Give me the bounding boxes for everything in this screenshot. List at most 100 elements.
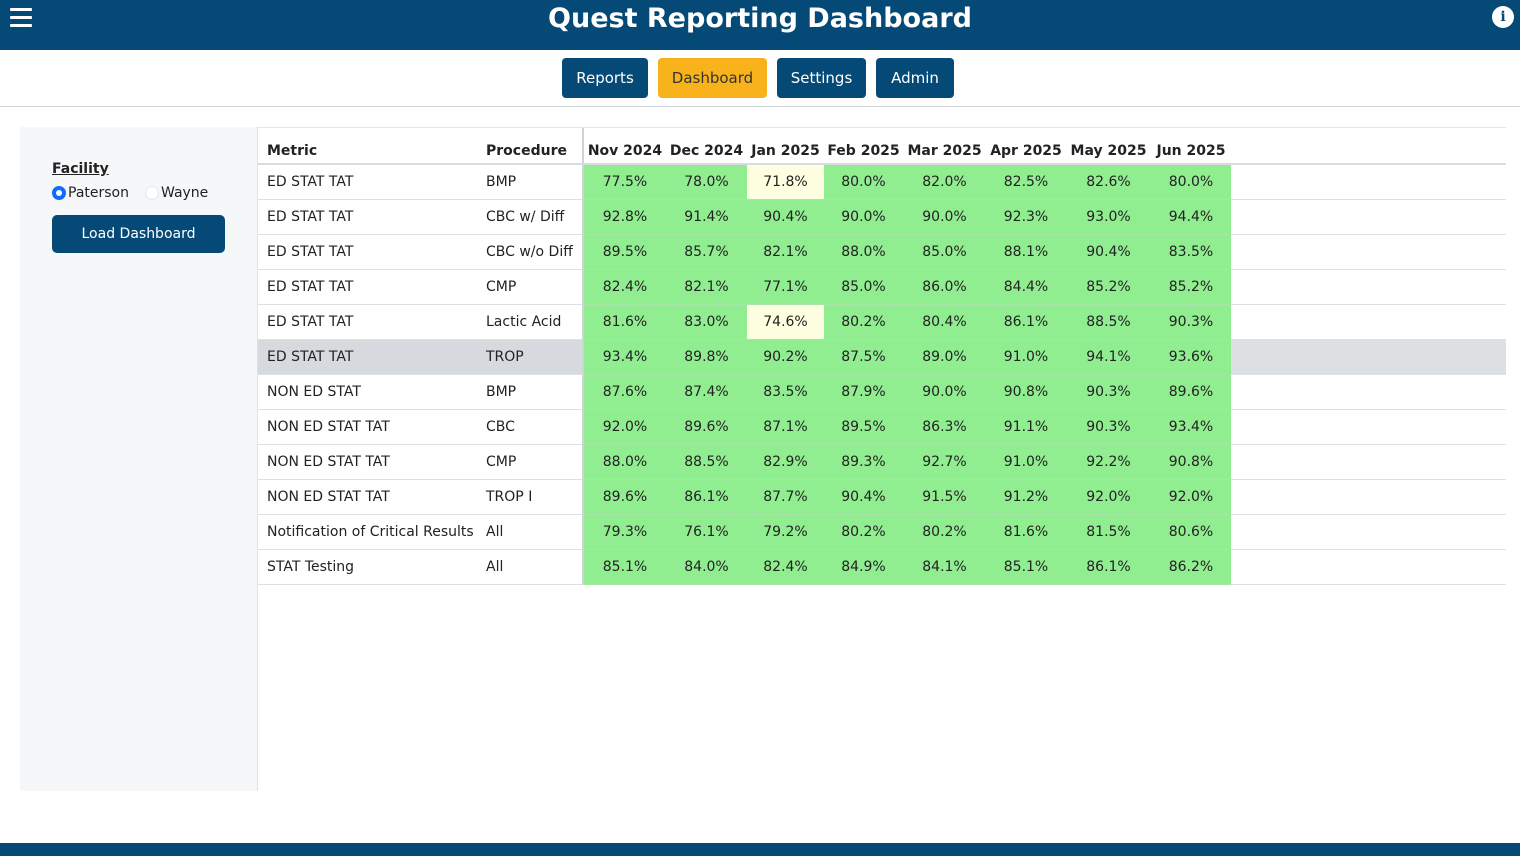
cell-value: 88.0% — [824, 234, 903, 270]
cell-value: 91.5% — [903, 479, 986, 515]
cell-procedure: All — [477, 514, 584, 550]
cell-value: 91.2% — [986, 479, 1066, 515]
cell-value: 89.8% — [666, 339, 747, 375]
table-row: NON ED STAT BMP 87.6% 87.4% 83.5% 87.9% 90.0% 9… — [258, 374, 1506, 410]
info-icon[interactable]: i — [1492, 6, 1514, 28]
cell-value: 79.2% — [747, 514, 824, 550]
cell-value: 85.1% — [986, 549, 1066, 585]
cell-spacer — [1231, 269, 1506, 305]
cell-value: 90.4% — [824, 479, 903, 515]
tab-settings[interactable]: Settings — [777, 58, 866, 98]
radio-unchecked-icon[interactable] — [145, 186, 159, 200]
cell-value: 88.5% — [1066, 304, 1151, 340]
facility-option-paterson[interactable]: Paterson — [52, 185, 129, 201]
cell-value: 94.4% — [1151, 199, 1231, 235]
cell-value: 77.1% — [747, 269, 824, 305]
cell-value: 88.0% — [583, 444, 666, 480]
cell-value: 92.0% — [1151, 479, 1231, 515]
cell-value: 87.9% — [824, 374, 903, 410]
cell-metric: NON ED STAT — [258, 374, 477, 410]
cell-value: 87.5% — [824, 339, 903, 375]
cell-value: 82.6% — [1066, 164, 1151, 200]
cell-value: 80.6% — [1151, 514, 1231, 550]
cell-spacer — [1231, 304, 1506, 340]
cell-spacer — [1231, 199, 1506, 235]
column-header-month: Nov 2024 — [583, 128, 666, 165]
tab-dashboard[interactable]: Dashboard — [658, 58, 767, 98]
cell-metric: NON ED STAT TAT — [258, 479, 477, 515]
tab-reports[interactable]: Reports — [562, 58, 648, 98]
cell-value: 82.1% — [747, 234, 824, 270]
cell-value: 82.9% — [747, 444, 824, 480]
cell-value: 86.1% — [986, 304, 1066, 340]
cell-value: 82.4% — [583, 269, 666, 305]
cell-value: 82.4% — [747, 549, 824, 585]
cell-metric: ED STAT TAT — [258, 199, 477, 235]
cell-value: 84.4% — [986, 269, 1066, 305]
cell-value: 80.0% — [1151, 164, 1231, 200]
cell-value: 86.0% — [903, 269, 986, 305]
column-header-month: Jun 2025 — [1151, 128, 1231, 165]
column-header-month: Feb 2025 — [824, 128, 903, 165]
cell-value: 76.1% — [666, 514, 747, 550]
cell-metric: ED STAT TAT — [258, 339, 477, 375]
load-dashboard-button[interactable]: Load Dashboard — [52, 215, 225, 253]
cell-value: 85.7% — [666, 234, 747, 270]
cell-procedure: TROP I — [477, 479, 584, 515]
cell-spacer — [1231, 164, 1506, 200]
filter-sidebar: Facility Paterson Wayne Load Dashboard — [20, 127, 258, 791]
cell-spacer — [1231, 549, 1506, 585]
app-title: Quest Reporting Dashboard — [548, 3, 972, 34]
radio-checked-icon[interactable] — [52, 186, 66, 200]
column-header-procedure: Procedure — [477, 128, 584, 165]
cell-value: 80.2% — [903, 514, 986, 550]
cell-value: 91.4% — [666, 199, 747, 235]
cell-procedure: CMP — [477, 444, 584, 480]
cell-value: 87.1% — [747, 409, 824, 445]
cell-value: 93.0% — [1066, 199, 1151, 235]
cell-value: 91.0% — [986, 339, 1066, 375]
table-row: NON ED STAT TAT CBC 92.0% 89.6% 87.1% 89.5% 86… — [258, 409, 1506, 445]
cell-procedure: CBC w/o Diff — [477, 234, 584, 270]
cell-procedure: CBC — [477, 409, 584, 445]
facility-option-label: Paterson — [68, 185, 129, 201]
cell-value: 93.6% — [1151, 339, 1231, 375]
cell-value: 80.0% — [824, 164, 903, 200]
cell-value: 85.1% — [583, 549, 666, 585]
cell-value: 82.0% — [903, 164, 986, 200]
table-row: ED STAT TAT TROP 93.4% 89.8% 90.2% 87.5% 89.0%… — [258, 339, 1506, 375]
table-row: NON ED STAT TAT CMP 88.0% 88.5% 82.9% 89.3% 92… — [258, 444, 1506, 480]
cell-value: 71.8% — [747, 164, 824, 200]
cell-value: 94.1% — [1066, 339, 1151, 375]
cell-value: 89.0% — [903, 339, 986, 375]
cell-value: 92.0% — [1066, 479, 1151, 515]
cell-value: 78.0% — [666, 164, 747, 200]
tab-admin[interactable]: Admin — [876, 58, 954, 98]
cell-value: 90.0% — [824, 199, 903, 235]
cell-value: 92.2% — [1066, 444, 1151, 480]
column-header-metric: Metric — [258, 128, 477, 165]
cell-procedure: BMP — [477, 374, 584, 410]
dashboard-table: Metric Procedure Nov 2024 Dec 2024 Jan 2… — [258, 128, 1506, 585]
cell-value: 83.0% — [666, 304, 747, 340]
column-header-month: Jan 2025 — [747, 128, 824, 165]
cell-value: 86.2% — [1151, 549, 1231, 585]
facility-option-wayne[interactable]: Wayne — [145, 185, 208, 201]
table-header-row: Metric Procedure Nov 2024 Dec 2024 Jan 2… — [258, 128, 1506, 165]
cell-value: 93.4% — [583, 339, 666, 375]
cell-value: 92.3% — [986, 199, 1066, 235]
cell-value: 84.1% — [903, 549, 986, 585]
footer-bar — [0, 843, 1520, 856]
cell-value: 84.9% — [824, 549, 903, 585]
cell-metric: NON ED STAT TAT — [258, 409, 477, 445]
cell-value: 90.8% — [1151, 444, 1231, 480]
table-row: ED STAT TAT Lactic Acid 81.6% 83.0% 74.6% 80.… — [258, 304, 1506, 340]
cell-metric: ED STAT TAT — [258, 269, 477, 305]
cell-metric: NON ED STAT TAT — [258, 444, 477, 480]
cell-value: 90.4% — [747, 199, 824, 235]
cell-spacer — [1231, 479, 1506, 515]
cell-value: 77.5% — [583, 164, 666, 200]
cell-value: 90.3% — [1066, 374, 1151, 410]
hamburger-menu-icon[interactable] — [10, 8, 32, 28]
cell-spacer — [1231, 339, 1506, 375]
